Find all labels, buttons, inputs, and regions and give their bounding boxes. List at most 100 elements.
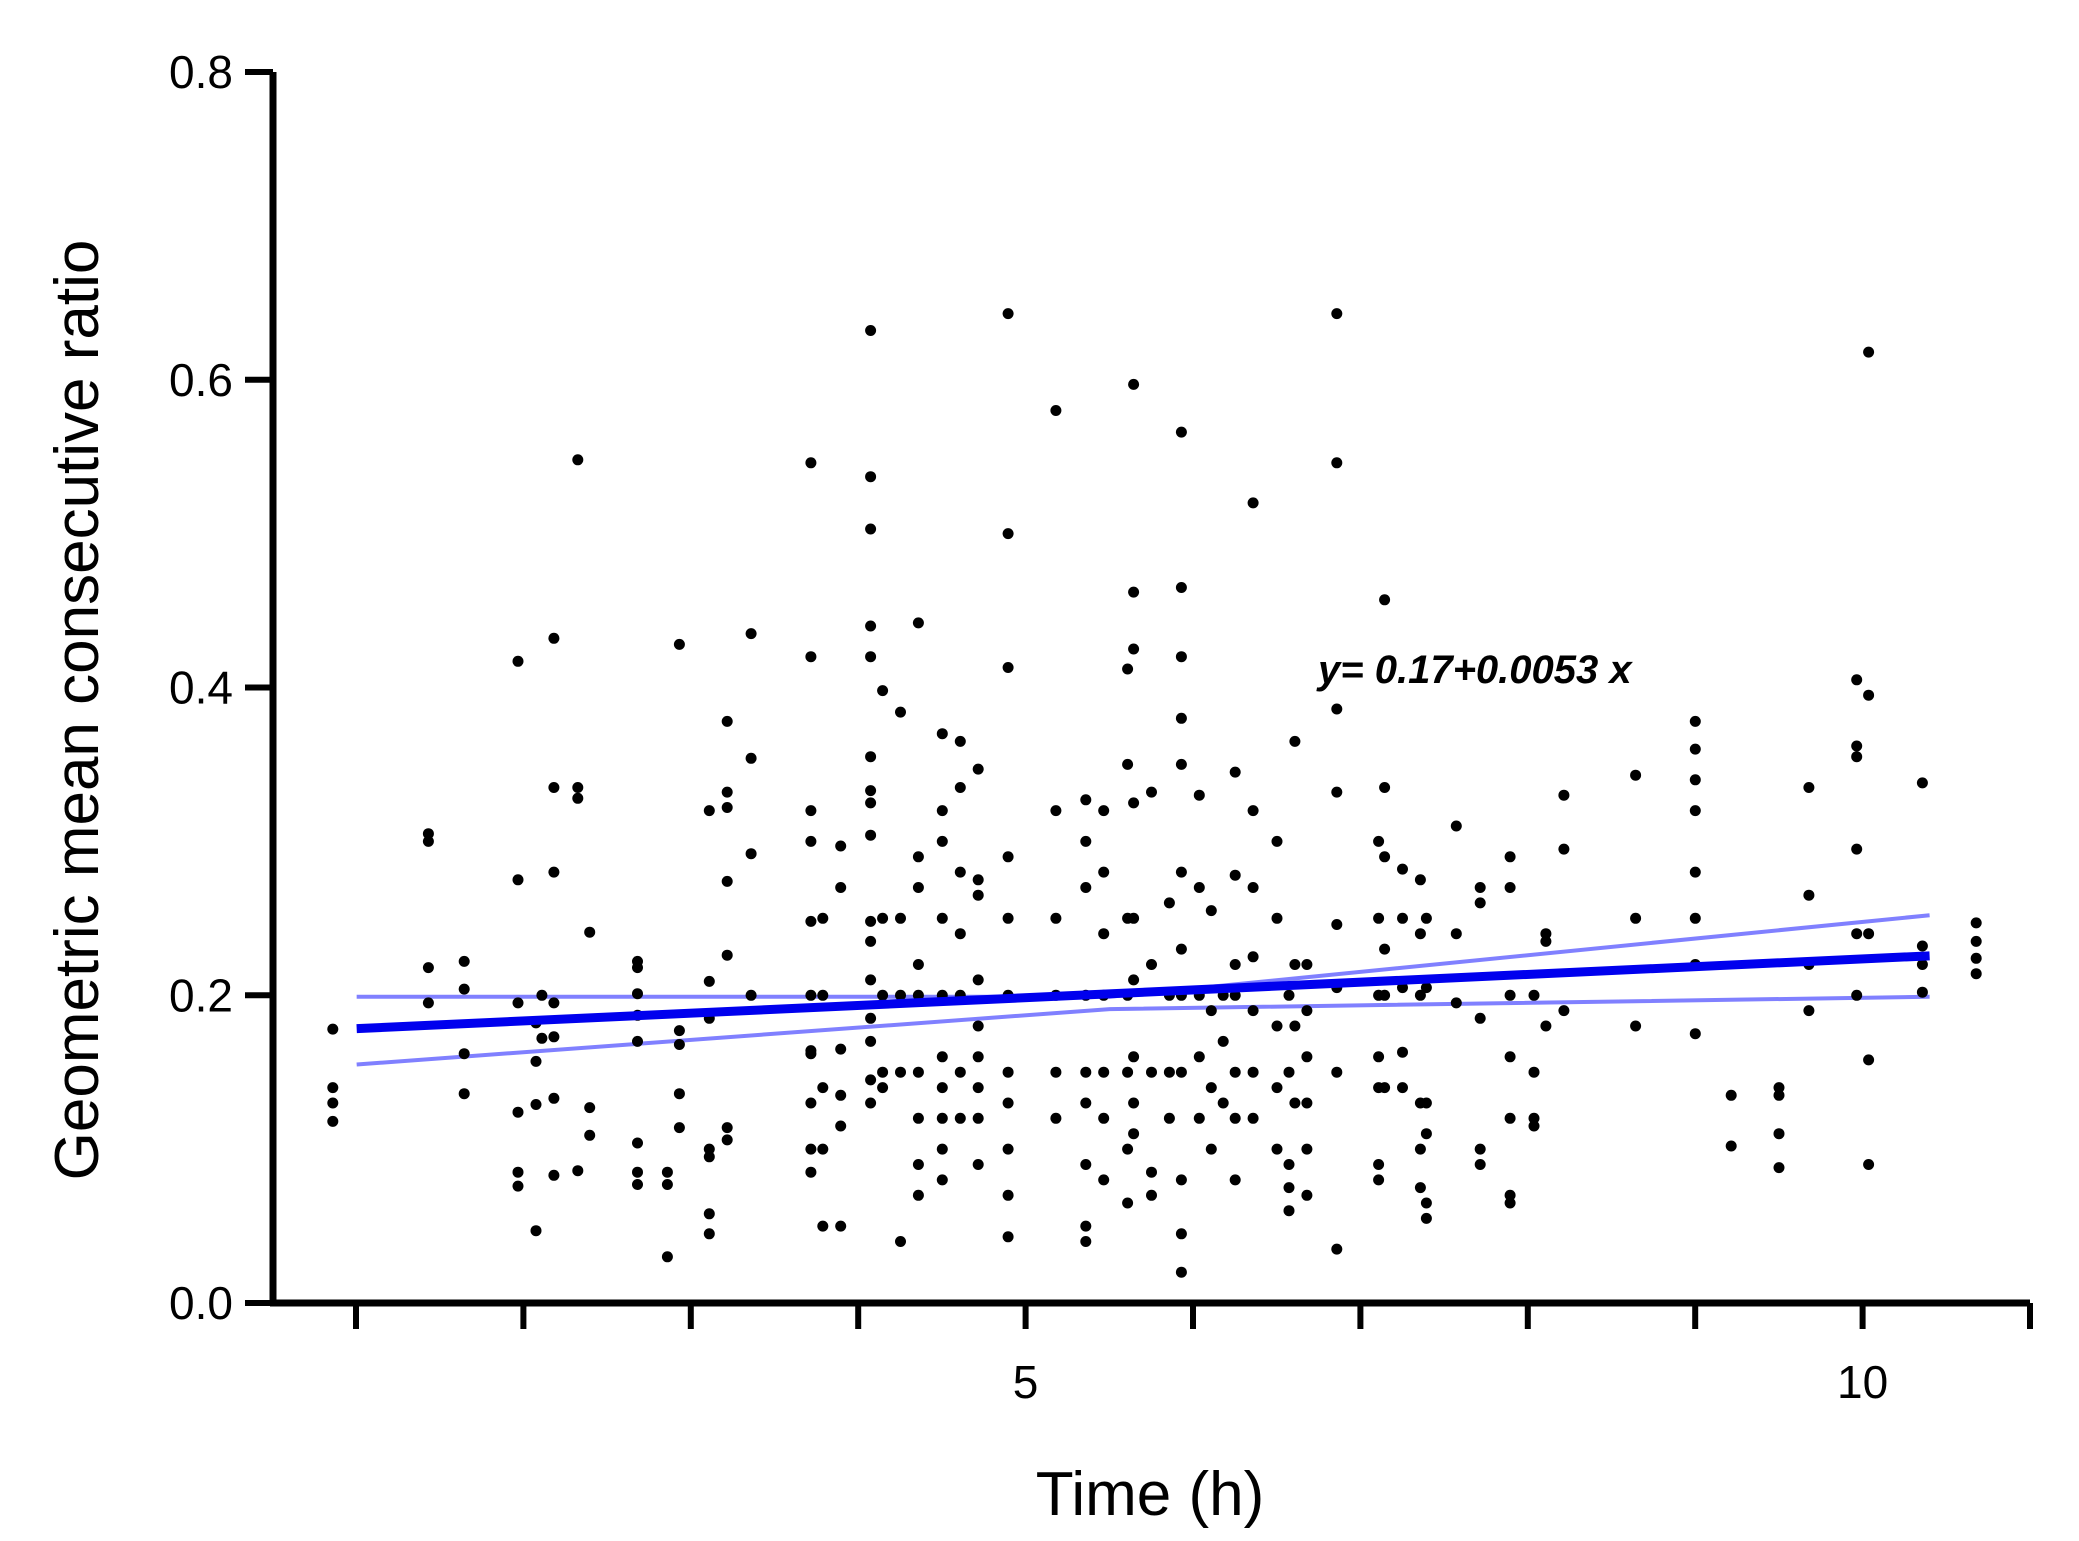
data-point <box>954 928 966 940</box>
data-point <box>1528 1120 1540 1132</box>
data-point <box>835 1120 847 1132</box>
data-point <box>865 325 877 336</box>
data-point <box>895 1066 906 1078</box>
data-point <box>1163 1112 1175 1124</box>
data-point <box>673 638 685 650</box>
data-point <box>548 632 560 644</box>
data-point <box>1098 866 1110 878</box>
data-point <box>584 1102 596 1114</box>
data-point <box>1217 1097 1229 1109</box>
data-point <box>877 912 889 924</box>
data-point <box>1504 882 1516 893</box>
data-point <box>972 1112 984 1124</box>
data-point <box>1540 935 1552 947</box>
data-point <box>1851 989 1863 1001</box>
data-point <box>1289 959 1301 970</box>
data-point <box>865 1097 877 1109</box>
y-tick-label: 0.0 <box>169 1277 233 1329</box>
data-point <box>954 782 966 793</box>
data-point <box>835 1043 847 1055</box>
data-point <box>865 785 877 797</box>
data-point <box>1474 1012 1486 1024</box>
data-point <box>1175 1066 1187 1078</box>
data-point <box>632 962 643 974</box>
data-point <box>1247 497 1259 509</box>
data-point <box>954 1112 966 1124</box>
data-point <box>1301 1051 1313 1063</box>
data-point <box>1540 928 1552 940</box>
data-point <box>1050 1066 1062 1078</box>
data-point <box>1175 582 1187 593</box>
data-point <box>1175 758 1187 770</box>
data-point <box>1193 1051 1205 1063</box>
y-tick-label: 0.2 <box>169 969 233 1021</box>
data-point <box>721 786 733 798</box>
data-point <box>1175 1266 1187 1278</box>
data-point <box>548 1031 560 1043</box>
data-point <box>1128 378 1140 390</box>
data-point <box>1397 863 1408 875</box>
data-point <box>1146 1166 1157 1178</box>
data-point <box>673 1025 685 1037</box>
data-point <box>865 915 877 927</box>
data-point <box>1558 1005 1570 1017</box>
data-point <box>1450 820 1462 832</box>
x-axis-title: Time (h) <box>1036 1460 1264 1529</box>
data-point <box>1528 1066 1540 1078</box>
data-point <box>1474 1159 1486 1170</box>
data-point <box>912 851 924 863</box>
data-point <box>972 974 984 986</box>
data-point <box>1504 1112 1516 1124</box>
data-point <box>1080 1066 1092 1078</box>
data-point <box>1970 935 1982 947</box>
data-point <box>1301 959 1313 970</box>
data-point <box>1205 1143 1217 1155</box>
data-point <box>548 866 560 878</box>
data-point <box>817 989 829 1001</box>
data-point <box>721 875 733 887</box>
data-point <box>865 829 877 841</box>
data-point <box>1916 940 1928 952</box>
data-point <box>703 805 715 817</box>
data-point <box>1630 769 1642 781</box>
data-point <box>1050 405 1062 416</box>
data-point <box>1803 1005 1815 1017</box>
data-point <box>1122 758 1134 770</box>
data-point <box>1450 997 1462 1009</box>
data-point <box>1689 912 1701 924</box>
data-point <box>912 617 924 629</box>
data-point <box>936 1112 948 1124</box>
data-point <box>1128 586 1140 598</box>
data-point <box>805 1048 817 1060</box>
data-point <box>745 752 757 764</box>
data-point <box>817 1082 829 1094</box>
data-point <box>1175 866 1187 878</box>
data-point <box>327 1115 339 1127</box>
data-point <box>661 1179 673 1190</box>
data-point <box>1146 1066 1157 1078</box>
data-point <box>458 1088 470 1100</box>
data-point <box>865 797 877 809</box>
data-point <box>721 1122 733 1134</box>
data-point <box>1175 426 1187 438</box>
data-point <box>1175 1174 1187 1186</box>
regression-equation: y= 0.17+0.0053 x <box>1316 648 1633 692</box>
data-point <box>1414 989 1426 1001</box>
data-point <box>1397 912 1408 924</box>
data-point <box>1504 851 1516 863</box>
data-point <box>954 866 966 878</box>
data-point <box>1863 346 1875 358</box>
data-point <box>865 751 877 763</box>
data-point <box>1098 1066 1110 1078</box>
data-point <box>1122 1066 1134 1078</box>
data-point <box>458 1048 470 1060</box>
data-point <box>895 706 906 718</box>
data-point <box>1558 843 1570 855</box>
data-point <box>1450 928 1462 940</box>
data-point <box>1002 912 1014 924</box>
data-point <box>817 1220 829 1232</box>
data-point <box>1301 1143 1313 1155</box>
data-point <box>703 1208 715 1220</box>
data-point <box>1373 835 1385 847</box>
data-point <box>1247 882 1259 893</box>
